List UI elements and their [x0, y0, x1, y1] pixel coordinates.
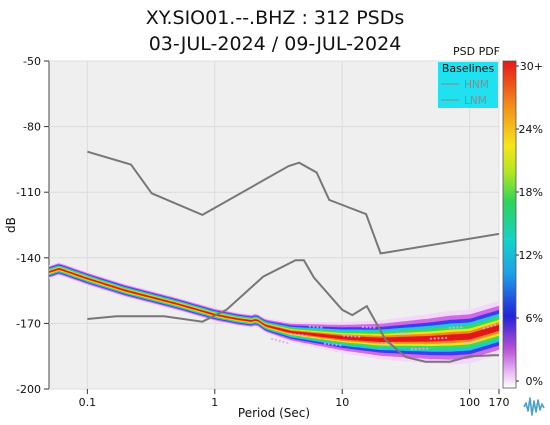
- density-speck-34: [490, 324, 493, 328]
- density-speck-42: [475, 339, 478, 342]
- legend: Baselines HNM LNM: [438, 62, 498, 108]
- density-speck-26: [278, 339, 281, 343]
- x-axis-label: Period (Sec): [238, 406, 310, 420]
- density-speck-51: [373, 326, 376, 329]
- density-speck-0: [270, 337, 274, 341]
- density-speck-9: [395, 332, 399, 335]
- density-speck-1: [410, 347, 414, 351]
- density-speck-5: [289, 332, 293, 336]
- density-speck-16: [467, 341, 470, 344]
- density-speck-28: [331, 343, 334, 346]
- x-tick-label-4: 170: [489, 396, 510, 409]
- y-tick-label-2: -110: [16, 186, 41, 199]
- baseline-hnm: [87, 150, 499, 255]
- psd-density: [49, 262, 499, 365]
- density-speck-15: [327, 342, 330, 346]
- density-speck-56: [391, 342, 395, 345]
- density-speck-12: [361, 325, 365, 329]
- density-speck-30: [384, 342, 387, 345]
- density-speck-13: [274, 338, 278, 342]
- colorbar-tick-5: 0%: [526, 375, 543, 388]
- density-speck-24: [452, 326, 455, 329]
- legend-title: Baselines: [442, 62, 495, 75]
- density-speck-20: [346, 334, 349, 338]
- density-speck-10: [308, 325, 312, 328]
- density-speck-46: [354, 335, 357, 338]
- density-speck-40: [422, 347, 425, 350]
- density-speck-55: [478, 338, 482, 341]
- y-ticks: -50 -80 -110 -140 -170 -200: [16, 55, 49, 396]
- density-speck-48: [407, 332, 410, 335]
- density-speck-25: [365, 326, 368, 329]
- density-speck-41: [335, 343, 338, 347]
- density-speck-58: [444, 336, 448, 340]
- density-speck-47: [494, 323, 497, 327]
- y-tick-label-3: -140: [16, 252, 41, 265]
- density-speck-29: [471, 340, 474, 343]
- density-speck-27: [418, 347, 421, 350]
- density-speck-8: [482, 327, 486, 330]
- colorbar: PSD PDF 30+ 24% 18% 12% 6% 0%: [453, 45, 543, 389]
- colorbar-ticks: 30+ 24% 18% 12% 6% 0%: [516, 60, 543, 388]
- density-speck-23: [312, 325, 315, 328]
- x-tick-label-0: 0.1: [79, 396, 97, 409]
- density-speck-38: [369, 326, 372, 329]
- chart-subtitle: 03-JUL-2024 / 09-JUL-2024: [148, 33, 402, 55]
- density-speck-37: [456, 326, 459, 329]
- density-speck-19: [433, 337, 436, 340]
- density-speck-14: [414, 347, 417, 351]
- baselines: [87, 150, 499, 363]
- colorbar-tick-4: 6%: [526, 312, 543, 325]
- colorbar-gradient: [502, 60, 517, 389]
- colorbar-label: PSD PDF: [453, 45, 500, 58]
- baseline-lnm: [87, 259, 499, 363]
- density-speck-3: [463, 341, 467, 344]
- x-ticks: 0.1 1 10 100 170: [79, 389, 510, 409]
- x-tick-label-2: 10: [335, 396, 349, 409]
- y-axis-label: dB: [4, 217, 18, 233]
- density-layer-7: [49, 268, 499, 342]
- density-speck-17: [380, 342, 383, 345]
- y-tick-label-1: -80: [23, 121, 41, 134]
- density-speck-39: [282, 340, 285, 344]
- colorbar-tick-1: 24%: [519, 123, 543, 136]
- density-speck-49: [320, 326, 323, 329]
- x-tick-label-3: 100: [459, 396, 480, 409]
- density-speck-7: [342, 334, 346, 337]
- density-layer-3: [49, 265, 499, 352]
- density-speck-44: [301, 334, 304, 337]
- density-speck-50: [460, 326, 463, 329]
- density-speck-31: [297, 333, 300, 337]
- density-speck-32: [437, 337, 440, 340]
- waveform-logo-icon: [521, 392, 548, 419]
- y-tick-label-4: -170: [16, 317, 41, 330]
- density-speck-18: [293, 333, 296, 336]
- chart-title: XY.SIO01.--.BHZ : 312 PSDs: [145, 7, 405, 29]
- colorbar-tick-2: 18%: [519, 186, 543, 199]
- y-tick-label-0: -50: [23, 55, 41, 68]
- density-speck-21: [486, 326, 489, 329]
- density-speck-59: [357, 335, 361, 338]
- legend-entry-hnm: HNM: [464, 79, 489, 91]
- density-speck-11: [448, 326, 451, 329]
- density-speck-4: [376, 342, 380, 345]
- density-speck-53: [426, 347, 429, 350]
- colorbar-tick-3: 12%: [519, 249, 543, 262]
- density-speck-36: [316, 325, 319, 329]
- colorbar-tick-0: 30+: [520, 60, 543, 73]
- density-speck-45: [441, 336, 444, 340]
- density-speck-6: [429, 337, 433, 340]
- density-speck-33: [350, 335, 353, 338]
- density-speck-52: [286, 341, 289, 345]
- x-tick-label-1: 1: [211, 396, 218, 409]
- density-speck-2: [323, 342, 327, 345]
- density-speck-22: [399, 332, 402, 335]
- legend-entry-lnm: LNM: [464, 95, 487, 107]
- density-speck-54: [339, 344, 342, 347]
- density-speck-57: [305, 334, 308, 337]
- density-speck-35: [403, 332, 406, 335]
- y-tick-label-5: -200: [16, 383, 41, 396]
